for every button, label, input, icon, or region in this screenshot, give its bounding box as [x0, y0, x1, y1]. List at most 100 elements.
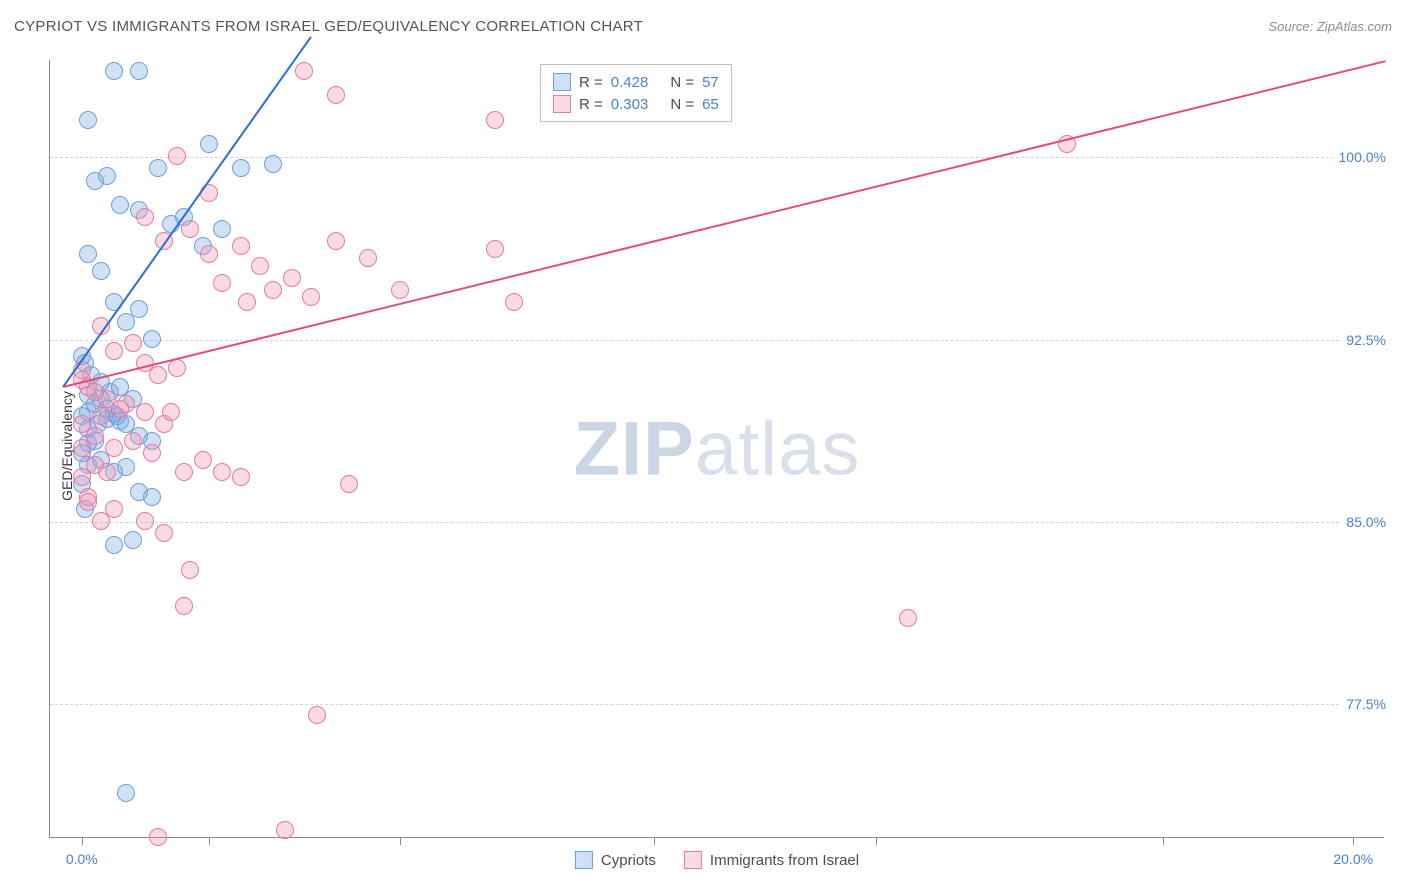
series-legend-label: Immigrants from Israel: [710, 852, 859, 869]
x-tick: [654, 837, 655, 845]
y-tick-label: 100.0%: [1333, 149, 1386, 165]
data-point: [200, 135, 218, 153]
data-point: [79, 111, 97, 129]
data-point: [276, 821, 294, 839]
data-point: [105, 62, 123, 80]
data-point: [168, 147, 186, 165]
data-point: [391, 281, 409, 299]
data-point: [899, 609, 917, 627]
y-tick-label: 85.0%: [1340, 514, 1386, 530]
data-point: [130, 300, 148, 318]
data-point: [327, 86, 345, 104]
watermark: ZIPatlas: [574, 405, 861, 492]
data-point: [136, 403, 154, 421]
data-point: [232, 159, 250, 177]
data-point: [200, 245, 218, 263]
data-point: [92, 407, 110, 425]
data-point: [105, 536, 123, 554]
x-tick-label: 20.0%: [1333, 851, 1373, 867]
x-tick: [400, 837, 401, 845]
title-bar: CYPRIOT VS IMMIGRANTS FROM ISRAEL GED/EQ…: [14, 18, 1392, 35]
data-point: [92, 512, 110, 530]
legend-n-label: N =: [670, 96, 694, 113]
data-point: [168, 359, 186, 377]
data-point: [143, 330, 161, 348]
data-point: [283, 269, 301, 287]
series-legend-item: Cypriots: [575, 851, 656, 869]
data-point: [98, 167, 116, 185]
legend-r-label: R =: [579, 74, 603, 91]
data-point: [73, 468, 91, 486]
data-point: [117, 784, 135, 802]
data-point: [149, 159, 167, 177]
data-point: [143, 444, 161, 462]
data-point: [213, 274, 231, 292]
data-point: [232, 468, 250, 486]
data-point: [111, 400, 129, 418]
data-point: [130, 62, 148, 80]
data-point: [194, 451, 212, 469]
data-point: [143, 488, 161, 506]
data-point: [73, 415, 91, 433]
data-point: [98, 463, 116, 481]
data-point: [359, 249, 377, 267]
chart-title: CYPRIOT VS IMMIGRANTS FROM ISRAEL GED/EQ…: [14, 18, 643, 35]
series-legend: Cypriots Immigrants from Israel: [575, 851, 859, 869]
stats-legend-row: R = 0.303N = 65: [553, 93, 719, 115]
legend-r-label: R =: [579, 96, 603, 113]
data-point: [175, 463, 193, 481]
legend-n-value: 57: [702, 74, 719, 91]
x-tick-label: 0.0%: [66, 851, 98, 867]
data-point: [238, 293, 256, 311]
x-tick: [82, 837, 83, 845]
data-point: [308, 706, 326, 724]
data-point: [124, 432, 142, 450]
x-tick: [209, 837, 210, 845]
data-point: [302, 288, 320, 306]
data-point: [124, 334, 142, 352]
data-point: [117, 458, 135, 476]
data-point: [86, 383, 104, 401]
legend-swatch: [553, 73, 571, 91]
data-point: [264, 155, 282, 173]
legend-swatch: [575, 851, 593, 869]
source-label: Source: ZipAtlas.com: [1268, 19, 1392, 34]
x-tick: [1163, 837, 1164, 845]
data-point: [295, 62, 313, 80]
data-point: [149, 366, 167, 384]
data-point: [340, 475, 358, 493]
data-point: [73, 439, 91, 457]
gridline: [50, 157, 1384, 158]
gridline: [50, 522, 1384, 523]
data-point: [79, 245, 97, 263]
stats-legend: R = 0.428 N = 57 R = 0.303N = 65: [540, 64, 732, 122]
data-point: [105, 342, 123, 360]
data-point: [181, 561, 199, 579]
legend-r-value: 0.428: [611, 74, 649, 91]
data-point: [181, 220, 199, 238]
data-point: [124, 531, 142, 549]
x-tick: [1353, 837, 1354, 845]
data-point: [175, 597, 193, 615]
data-point: [213, 463, 231, 481]
data-point: [92, 262, 110, 280]
data-point: [327, 232, 345, 250]
data-point: [486, 111, 504, 129]
stats-legend-row: R = 0.428 N = 57: [553, 71, 719, 93]
series-legend-label: Cypriots: [601, 852, 656, 869]
series-legend-item: Immigrants from Israel: [684, 851, 859, 869]
data-point: [136, 512, 154, 530]
legend-n-value: 65: [702, 96, 719, 113]
data-point: [213, 220, 231, 238]
y-tick-label: 92.5%: [1340, 332, 1386, 348]
data-point: [155, 524, 173, 542]
data-point: [111, 196, 129, 214]
data-point: [105, 439, 123, 457]
x-tick: [876, 837, 877, 845]
legend-n-label: N =: [670, 74, 694, 91]
data-point: [232, 237, 250, 255]
y-tick-label: 77.5%: [1340, 696, 1386, 712]
legend-swatch: [553, 95, 571, 113]
data-point: [149, 828, 167, 846]
data-point: [162, 403, 180, 421]
